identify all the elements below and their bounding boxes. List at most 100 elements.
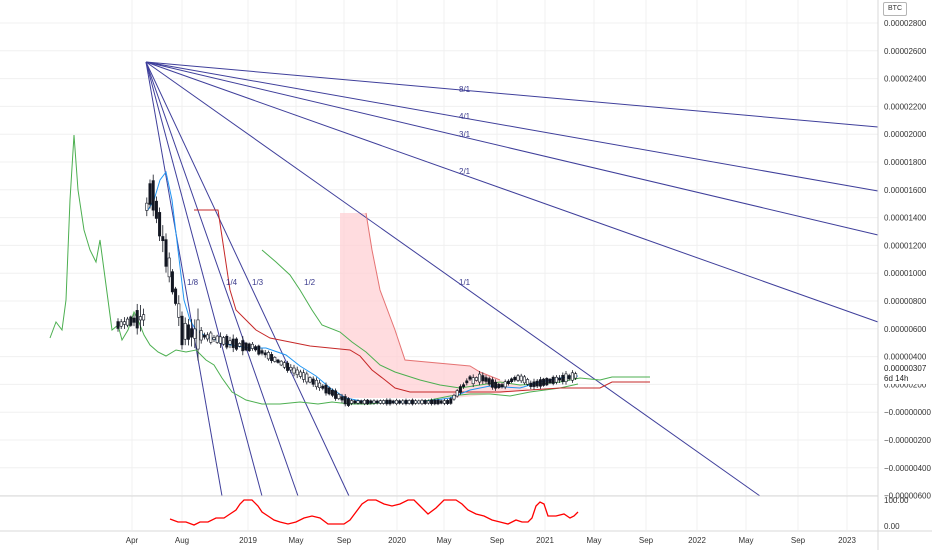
time-tick-label: 2021 — [536, 536, 554, 545]
time-axis[interactable]: Apr Aug 2019 May Sep 2020 May Sep 2021 May Sep 2022… — [0, 495, 932, 545]
candle-body — [513, 377, 517, 381]
candle-body — [516, 375, 520, 381]
candle-body — [263, 352, 267, 356]
candle-body — [465, 380, 469, 384]
candle-body — [458, 386, 462, 393]
price-tick-label: 0.00002800 — [884, 19, 927, 28]
candle-body — [439, 400, 443, 404]
candle-body — [567, 375, 571, 380]
price-tick-label: 0.00002400 — [884, 75, 927, 84]
candle-body — [234, 338, 238, 350]
candle-body — [372, 400, 376, 404]
candle-body — [238, 343, 242, 347]
candle-body — [519, 375, 523, 382]
price-tick-label: 0.00000400 — [884, 353, 927, 362]
candle-body — [343, 396, 347, 405]
candle-body — [375, 400, 379, 404]
price-tick-label: 0.00000600 — [884, 325, 927, 334]
candle-body — [247, 343, 251, 352]
candle-body — [471, 377, 475, 385]
candle-body — [490, 379, 494, 388]
candle-body — [308, 377, 312, 383]
candle-body — [228, 340, 232, 345]
candle-body — [138, 316, 142, 321]
fan-line — [145, 61, 350, 497]
candle-body — [449, 398, 453, 404]
candle-body — [442, 400, 446, 404]
grid — [0, 0, 878, 530]
candle-body — [535, 380, 539, 387]
candle-body — [356, 400, 360, 404]
price-axis[interactable]: 0.00002800 0.00002600 0.00002400 0.00002200… — [877, 0, 931, 550]
candle-body — [119, 321, 123, 327]
price-tick-label: 0.00002000 — [884, 130, 927, 139]
candle-body — [346, 398, 350, 406]
oscillator-pane: 100.00 0.00 — [169, 496, 909, 531]
candle-body — [474, 377, 478, 381]
price-tick-label: 0.00001600 — [884, 186, 927, 195]
candle-body — [292, 367, 296, 374]
fan-label: 8/1 — [459, 85, 471, 94]
time-tick-label: May — [586, 536, 601, 545]
time-tick-label: 2023 — [838, 536, 856, 545]
candle-body — [503, 381, 507, 388]
green-line — [49, 134, 579, 405]
fan-line — [145, 61, 879, 323]
red-line-2 — [365, 212, 501, 381]
time-tick-label: Sep — [639, 536, 654, 545]
time-tick-label: May — [288, 536, 303, 545]
candle-body — [222, 337, 226, 345]
fan-label: 1/8 — [187, 278, 199, 287]
candle-body — [321, 385, 325, 389]
candle-body — [500, 384, 504, 388]
candle-body — [391, 400, 395, 404]
price-tick-label: −0.00000400 — [884, 464, 931, 473]
candle-body — [276, 359, 280, 363]
candle-body — [225, 335, 229, 348]
candle-body — [410, 399, 414, 405]
currency-badge[interactable]: BTC — [883, 2, 907, 16]
candle-body — [385, 399, 389, 405]
fan-label: 1/1 — [459, 278, 471, 287]
oscillator-tick-label: 100.00 — [884, 496, 909, 505]
candle-body — [193, 328, 197, 339]
candle-body — [561, 375, 565, 382]
candle-body — [282, 362, 286, 368]
price-tick-label: 0.00001800 — [884, 158, 927, 167]
price-tick-label: 0.00001400 — [884, 214, 927, 223]
candle-body — [186, 324, 190, 340]
candle-body — [158, 212, 162, 237]
candle-body — [417, 400, 421, 404]
candle-body — [318, 382, 322, 388]
candle-body — [337, 394, 341, 399]
candle-body — [558, 377, 562, 381]
candle-body — [202, 334, 206, 338]
candle-body — [257, 345, 261, 355]
candle-body — [551, 376, 555, 384]
time-tick-label: May — [738, 536, 753, 545]
candle-body — [407, 400, 411, 404]
candle-body — [218, 336, 222, 344]
oscillator-tick-label: 0.00 — [884, 522, 900, 531]
price-tick-label: 0.00002200 — [884, 102, 927, 111]
candle-body — [478, 373, 482, 383]
candle-body — [154, 200, 158, 219]
candle-body — [289, 367, 293, 371]
candle-body — [462, 384, 466, 387]
candle-body — [161, 236, 165, 242]
candle-body — [183, 323, 187, 340]
candle-body — [510, 378, 514, 383]
candle-body — [327, 387, 331, 395]
candle-body — [314, 379, 318, 388]
candle-body — [369, 400, 373, 404]
blue-line — [147, 170, 579, 403]
candle-body — [362, 399, 366, 405]
candle-body — [378, 400, 382, 404]
fan-line — [145, 61, 761, 497]
fan-line — [145, 61, 263, 497]
candle-body — [260, 350, 264, 354]
fan-label: 1/4 — [226, 278, 238, 287]
price-tick-label: 0.00001000 — [884, 269, 927, 278]
candle-body — [270, 354, 274, 361]
candle-body — [190, 328, 194, 338]
